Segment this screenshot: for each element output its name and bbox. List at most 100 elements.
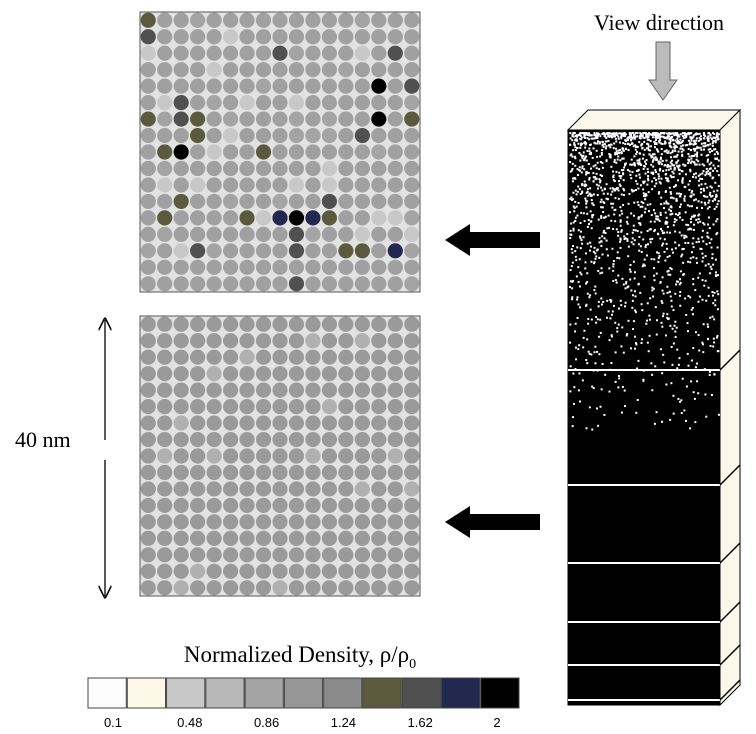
particle (584, 267, 586, 269)
atom (355, 144, 370, 159)
particle (716, 170, 718, 172)
particle (625, 287, 627, 289)
atom (157, 498, 172, 513)
atom (174, 29, 189, 44)
particle (569, 144, 571, 146)
atom (272, 227, 287, 242)
particle (688, 140, 690, 142)
atom (256, 531, 271, 546)
particle (714, 299, 716, 301)
atom (223, 415, 238, 430)
particle (707, 144, 709, 146)
particle (617, 251, 619, 253)
particle (647, 179, 649, 181)
particle (665, 190, 667, 192)
particle (593, 204, 595, 206)
particle (572, 163, 574, 165)
atom (157, 13, 172, 28)
particle (613, 161, 615, 163)
atom (239, 227, 254, 242)
atom (355, 366, 370, 381)
particle (638, 243, 640, 245)
atom (239, 366, 254, 381)
particle (688, 159, 690, 161)
particle (621, 412, 623, 414)
particle (702, 343, 704, 345)
particle (702, 351, 704, 353)
particle (624, 143, 626, 145)
particle (611, 136, 613, 138)
atom (207, 580, 222, 595)
particle (624, 405, 626, 407)
atom (207, 465, 222, 480)
particle (696, 137, 698, 139)
atom (388, 448, 403, 463)
atom (256, 161, 271, 176)
atom (338, 448, 353, 463)
particle (698, 175, 700, 177)
particle (696, 155, 698, 157)
particle (710, 266, 712, 268)
atom (174, 514, 189, 529)
colorbar-tick-label: 1.24 (331, 715, 356, 730)
particle (666, 179, 668, 181)
particle (586, 213, 588, 215)
atom (272, 79, 287, 94)
particle (674, 167, 676, 169)
particle (631, 241, 633, 243)
particle (665, 177, 667, 179)
atom (239, 531, 254, 546)
particle (705, 265, 707, 267)
particle (596, 137, 598, 139)
particle (652, 136, 654, 138)
particle (715, 206, 717, 208)
particle (648, 134, 650, 136)
particle (602, 141, 604, 143)
particle (645, 244, 647, 246)
particle (657, 173, 659, 175)
atom (338, 227, 353, 242)
atom (190, 276, 205, 291)
atom (355, 13, 370, 28)
particle (679, 278, 681, 280)
particle (654, 146, 656, 148)
particle (676, 154, 678, 156)
atom (388, 350, 403, 365)
atom (404, 161, 419, 176)
atom (141, 276, 156, 291)
atom (174, 95, 189, 110)
particle (596, 173, 598, 175)
particle (639, 132, 641, 134)
atom (256, 276, 271, 291)
atom (174, 366, 189, 381)
atom (289, 177, 304, 192)
particle (607, 255, 609, 257)
particle (670, 300, 672, 302)
particle (652, 296, 654, 298)
atom (207, 498, 222, 513)
particle (612, 265, 614, 267)
particle (598, 168, 600, 170)
particle (679, 213, 681, 215)
particle (645, 323, 647, 325)
atom (289, 514, 304, 529)
particle (702, 170, 704, 172)
atom (272, 276, 287, 291)
particle (669, 291, 671, 293)
particle (676, 138, 678, 140)
atom (207, 383, 222, 398)
particle (697, 133, 699, 135)
particle (646, 254, 648, 256)
particle (616, 228, 618, 230)
atom (174, 111, 189, 126)
particle (569, 342, 571, 344)
particle (625, 282, 627, 284)
particle (586, 150, 588, 152)
particle (683, 237, 685, 239)
particle (662, 243, 664, 245)
particle (659, 282, 661, 284)
atom (371, 144, 386, 159)
atom (157, 194, 172, 209)
atom (388, 79, 403, 94)
atom (404, 415, 419, 430)
